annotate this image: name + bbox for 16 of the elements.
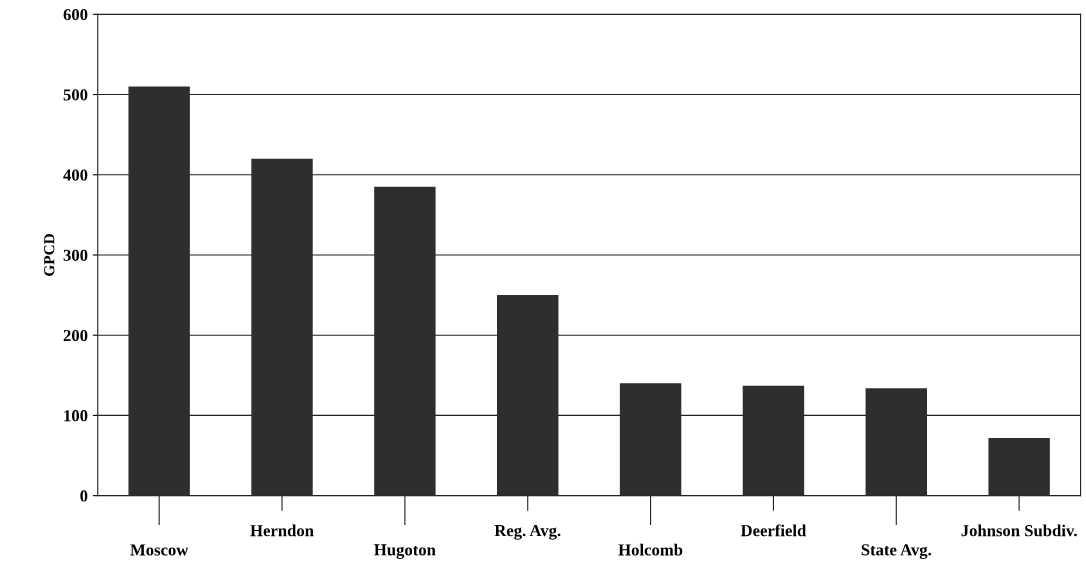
- x-tick-label: Deerfield: [740, 524, 807, 537]
- y-tick-label: 100: [64, 410, 88, 422]
- y-axis-title: GPCD: [44, 234, 55, 276]
- x-tick-label: Moscow: [130, 544, 189, 556]
- x-tick-label: State Avg.: [861, 544, 932, 559]
- x-tick-label: Holcomb: [618, 543, 683, 556]
- x-tick-label: Reg. Avg.: [494, 525, 561, 540]
- x-tick-label: Hugoton: [374, 544, 436, 559]
- y-tick-label: 600: [63, 9, 88, 21]
- y-tick-label: 0: [80, 490, 88, 502]
- y-tick-label: 500: [63, 89, 88, 101]
- y-tick-label: 300: [63, 249, 88, 261]
- y-tick-label: 200: [63, 329, 88, 342]
- y-tick-label: 400: [63, 169, 88, 181]
- x-tick-label: Herndon: [250, 524, 314, 537]
- x-tick-label: Johnson Subdiv.: [961, 524, 1077, 537]
